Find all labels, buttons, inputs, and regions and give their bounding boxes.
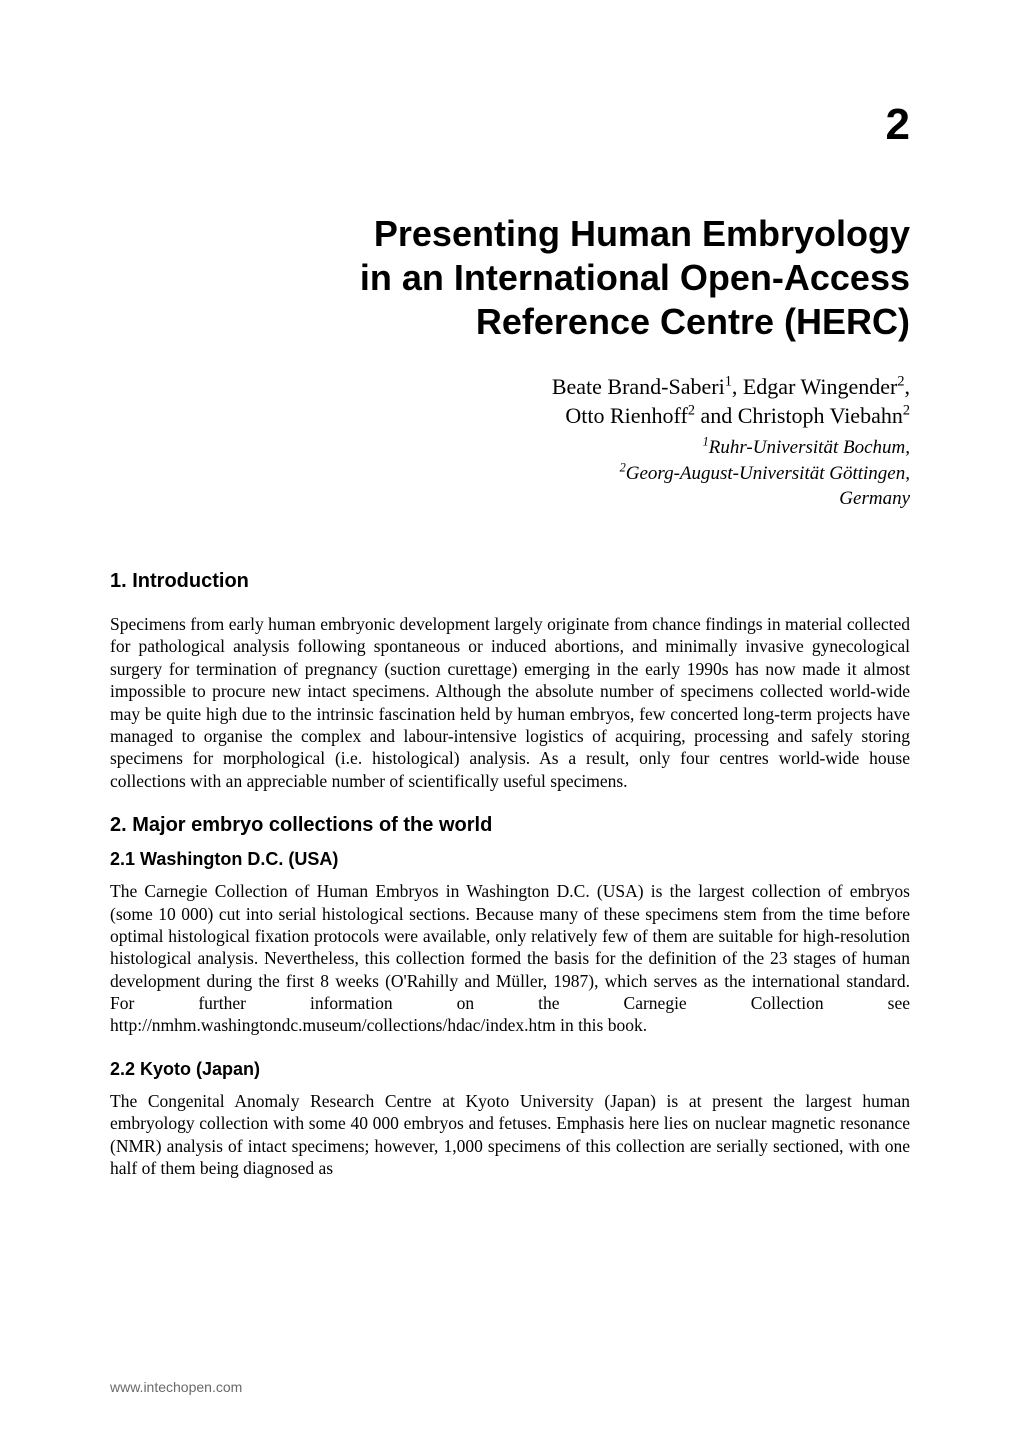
title-line-3: Reference Centre (HERC) — [476, 301, 910, 342]
author-3: Otto Rienhoff — [565, 403, 687, 428]
author-1-affil-sup: 1 — [725, 373, 732, 389]
section-2-1-heading: 2.1 Washington D.C. (USA) — [110, 849, 910, 870]
section-2-2-heading: 2.2 Kyoto (Japan) — [110, 1059, 910, 1080]
chapter-number: 2 — [110, 100, 910, 150]
author-1: Beate Brand-Saberi — [552, 374, 725, 399]
author-2-affil-sup: 2 — [897, 373, 904, 389]
section-2-heading: 2. Major embryo collections of the world — [110, 814, 910, 837]
title-line-1: Presenting Human Embryology — [374, 213, 910, 254]
author-4-affil-sup: 2 — [903, 403, 910, 419]
section-1-heading: 1. Introduction — [110, 570, 910, 593]
section-1-body: Specimens from early human embryonic dev… — [110, 613, 910, 792]
section-2-1-body: The Carnegie Collection of Human Embryos… — [110, 880, 910, 1037]
footer-url: www.intechopen.com — [110, 1379, 242, 1395]
affil-1: Ruhr-Universität Bochum, — [709, 437, 910, 458]
author-3-affil-sup: 2 — [688, 403, 695, 419]
section-2-2-body: The Congenital Anomaly Research Centre a… — [110, 1090, 910, 1180]
chapter-title: Presenting Human Embryology in an Intern… — [110, 212, 910, 344]
affiliations-block: 1Ruhr-Universität Bochum, 2Georg-August-… — [110, 435, 910, 512]
affil-2: Georg-August-Universität Göttingen, — [626, 463, 910, 484]
title-line-2: in an International Open-Access — [360, 257, 910, 298]
affil-country: Germany — [839, 488, 910, 509]
authors-block: Beate Brand-Saberi1, Edgar Wingender2, O… — [110, 372, 910, 431]
author-sep-1: , Edgar Wingender — [732, 374, 897, 399]
author-sep-3: and Christoph Viebahn — [695, 403, 903, 428]
author-sep-2: , — [905, 374, 911, 399]
